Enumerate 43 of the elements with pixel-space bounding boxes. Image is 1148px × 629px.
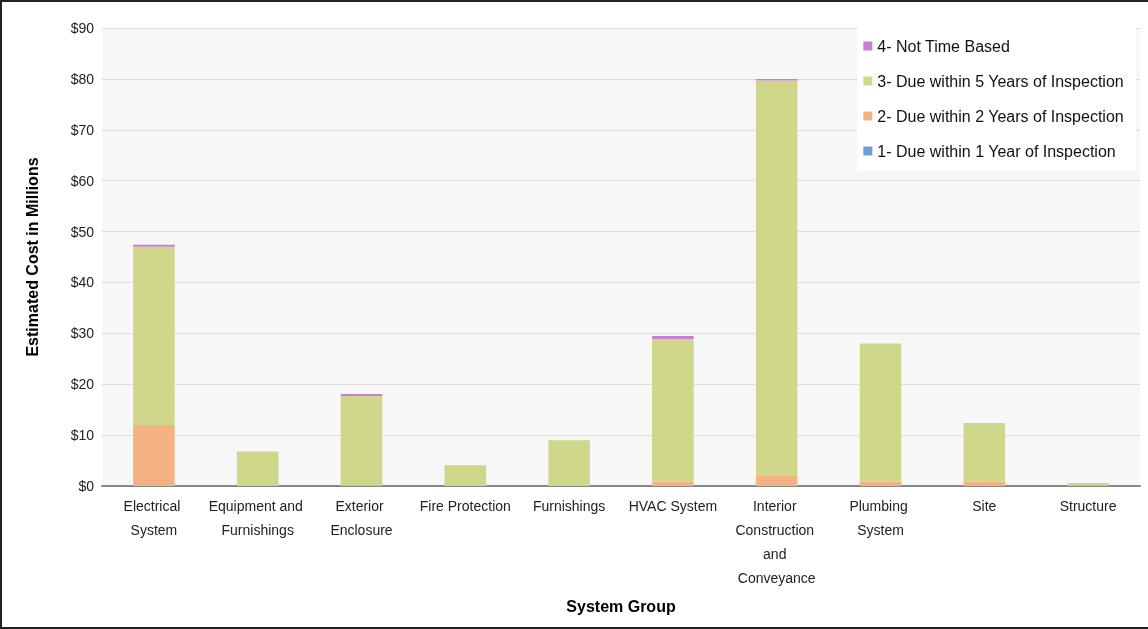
bar bbox=[755, 475, 798, 486]
bar bbox=[859, 481, 902, 486]
x-tick-label: Interior Construction and Conveyance bbox=[735, 498, 818, 586]
x-axis-title: System Group bbox=[566, 597, 676, 615]
y-tick-label: $40 bbox=[70, 274, 95, 291]
bar bbox=[859, 343, 902, 482]
x-tick-label: Structure bbox=[1059, 498, 1117, 514]
bar bbox=[652, 335, 694, 339]
bar bbox=[133, 244, 175, 247]
x-tick-label: Equipment and Furnishings bbox=[208, 498, 307, 538]
legend-label: 1- Due within 1 Year of Inspection bbox=[877, 142, 1116, 160]
legend-label: 3- Due within 5 Years of Inspection bbox=[877, 72, 1124, 90]
y-tick-label: $70 bbox=[70, 121, 95, 138]
bar bbox=[755, 80, 798, 476]
y-tick-label: $60 bbox=[70, 172, 95, 189]
x-tick-label: Electrical System bbox=[123, 498, 185, 538]
bar bbox=[133, 246, 175, 425]
bar bbox=[444, 465, 487, 486]
y-tick-label: $50 bbox=[70, 223, 95, 240]
y-tick-label: $0 bbox=[78, 478, 95, 494]
bar bbox=[548, 440, 590, 486]
x-tick-label: Fire Protection bbox=[419, 498, 511, 514]
y-tick-label: $10 bbox=[70, 427, 95, 444]
x-tick-label: HVAC System bbox=[628, 498, 718, 514]
y-tick-label: $20 bbox=[70, 376, 95, 393]
bar bbox=[340, 395, 383, 485]
bar bbox=[133, 424, 175, 486]
bar bbox=[340, 393, 383, 396]
bar bbox=[652, 481, 694, 486]
x-tick-label: Furnishings bbox=[532, 498, 606, 514]
y-tick-label: $90 bbox=[70, 20, 95, 36]
x-tick-label: Exterior Enclosure bbox=[330, 498, 393, 538]
legend-label: 4- Not Time Based bbox=[877, 37, 1010, 55]
x-tick-label: Plumbing System bbox=[849, 498, 912, 538]
bar bbox=[963, 422, 1006, 482]
bar bbox=[963, 481, 1006, 486]
y-axis-title: Estimated Cost in Millions bbox=[23, 157, 41, 357]
x-tick-label: Site bbox=[972, 498, 997, 514]
y-tick-label: $80 bbox=[70, 70, 95, 87]
legend-label: 2- Due within 2 Years of Inspection bbox=[877, 107, 1124, 125]
y-tick-label: $30 bbox=[70, 325, 95, 342]
bar bbox=[236, 451, 279, 486]
bar bbox=[652, 338, 694, 482]
